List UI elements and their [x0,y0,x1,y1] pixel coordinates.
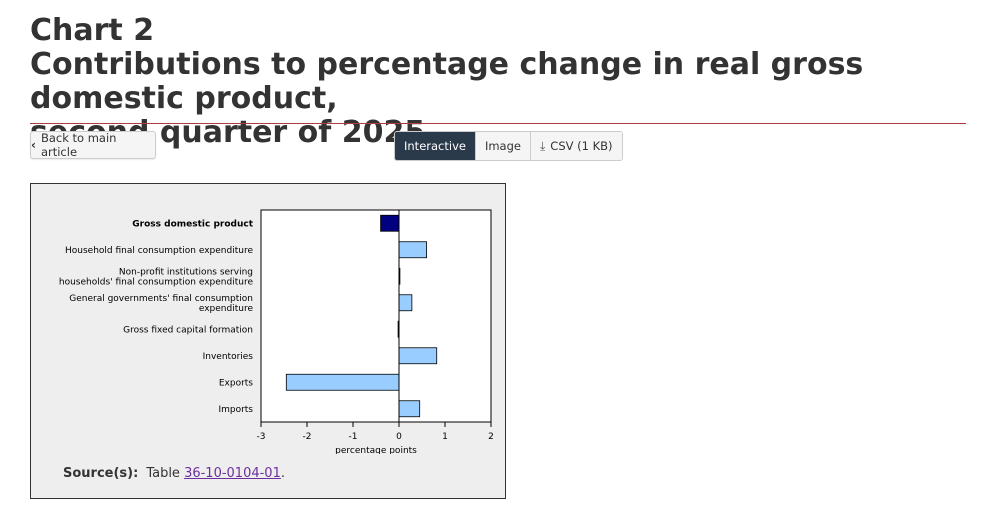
x-axis-label: percentage points [335,446,417,454]
source-note: Source(s): Table 36-10-0104-01. [63,466,285,481]
x-tick-label--1: -1 [349,432,358,442]
category-label-0-line-0: Gross domestic product [132,219,253,229]
download-icon: ⤓ [539,138,546,153]
back-button-label: Back to main article [40,131,117,159]
bar-0 [380,214,400,232]
tab-interactive-label: Interactive [404,139,466,153]
category-label-0: Gross domestic product [132,219,253,229]
category-label-4-line-0: Gross fixed capital formation [123,325,253,335]
bar-6 [285,373,400,391]
category-label-1: Household final consumption expenditure [65,246,253,256]
tab-image-label: Image [484,139,521,153]
category-label-6-line-0: Exports [219,378,253,388]
bar-1 [398,241,428,259]
chart-number: Chart 2 [30,13,155,48]
source-prefix: Table [146,466,185,481]
bar-3 [398,294,413,312]
source-table-link[interactable]: 36-10-0104-01 [184,466,281,481]
tab-interactive[interactable]: Interactive [395,132,475,160]
x-tick-label--2: -2 [303,432,312,442]
category-label-4: Gross fixed capital formation [123,325,253,335]
x-tick-label-0: 0 [396,432,402,442]
bar-chart: Gross domestic product Household final co… [59,209,494,454]
bar-5 [398,347,438,365]
bar-7 [398,400,421,418]
x-tick-label-2: 2 [488,432,494,442]
chart-title: Chart 2 Contributions to percentage chan… [30,14,970,150]
chart-container: Gross domestic product Household final co… [30,183,506,499]
csv-download-button[interactable]: ⤓ CSV (1 KB) [529,132,622,160]
source-suffix: . [280,466,285,481]
category-label-2: Non-profit institutions serving household… [59,267,254,287]
tab-image[interactable]: Image [474,132,530,160]
source-label: Source(s): [63,466,139,481]
category-label-2-line-0: Non-profit institutions serving [119,267,253,277]
category-label-5-line-0: Inventories [203,352,254,362]
back-to-article-button[interactable]: ‹ Back to main article [30,131,156,159]
category-label-7: Imports [218,405,253,415]
category-label-5: Inventories [203,352,254,362]
x-tick-label--3: -3 [257,432,266,442]
category-label-3-line-0: General governments' final consumption [69,294,253,304]
category-label-3: General governments' final consumption ex… [69,294,253,314]
category-label-3-line-1: expenditure [199,304,254,314]
chart-title-line-1: Contributions to percentage change in re… [30,47,864,116]
x-tick-label-1: 1 [442,432,448,442]
category-label-2-line-1: households' final consumption expenditur… [59,277,254,287]
csv-download-label: CSV (1 KB) [550,139,613,153]
category-label-1-line-0: Household final consumption expenditure [65,246,253,256]
category-label-7-line-0: Imports [218,405,253,415]
category-label-6: Exports [219,378,253,388]
view-toggle-group: Interactive Image ⤓ CSV (1 KB) [394,131,623,161]
chevron-left-icon: ‹ [31,138,36,152]
title-divider [30,123,966,124]
